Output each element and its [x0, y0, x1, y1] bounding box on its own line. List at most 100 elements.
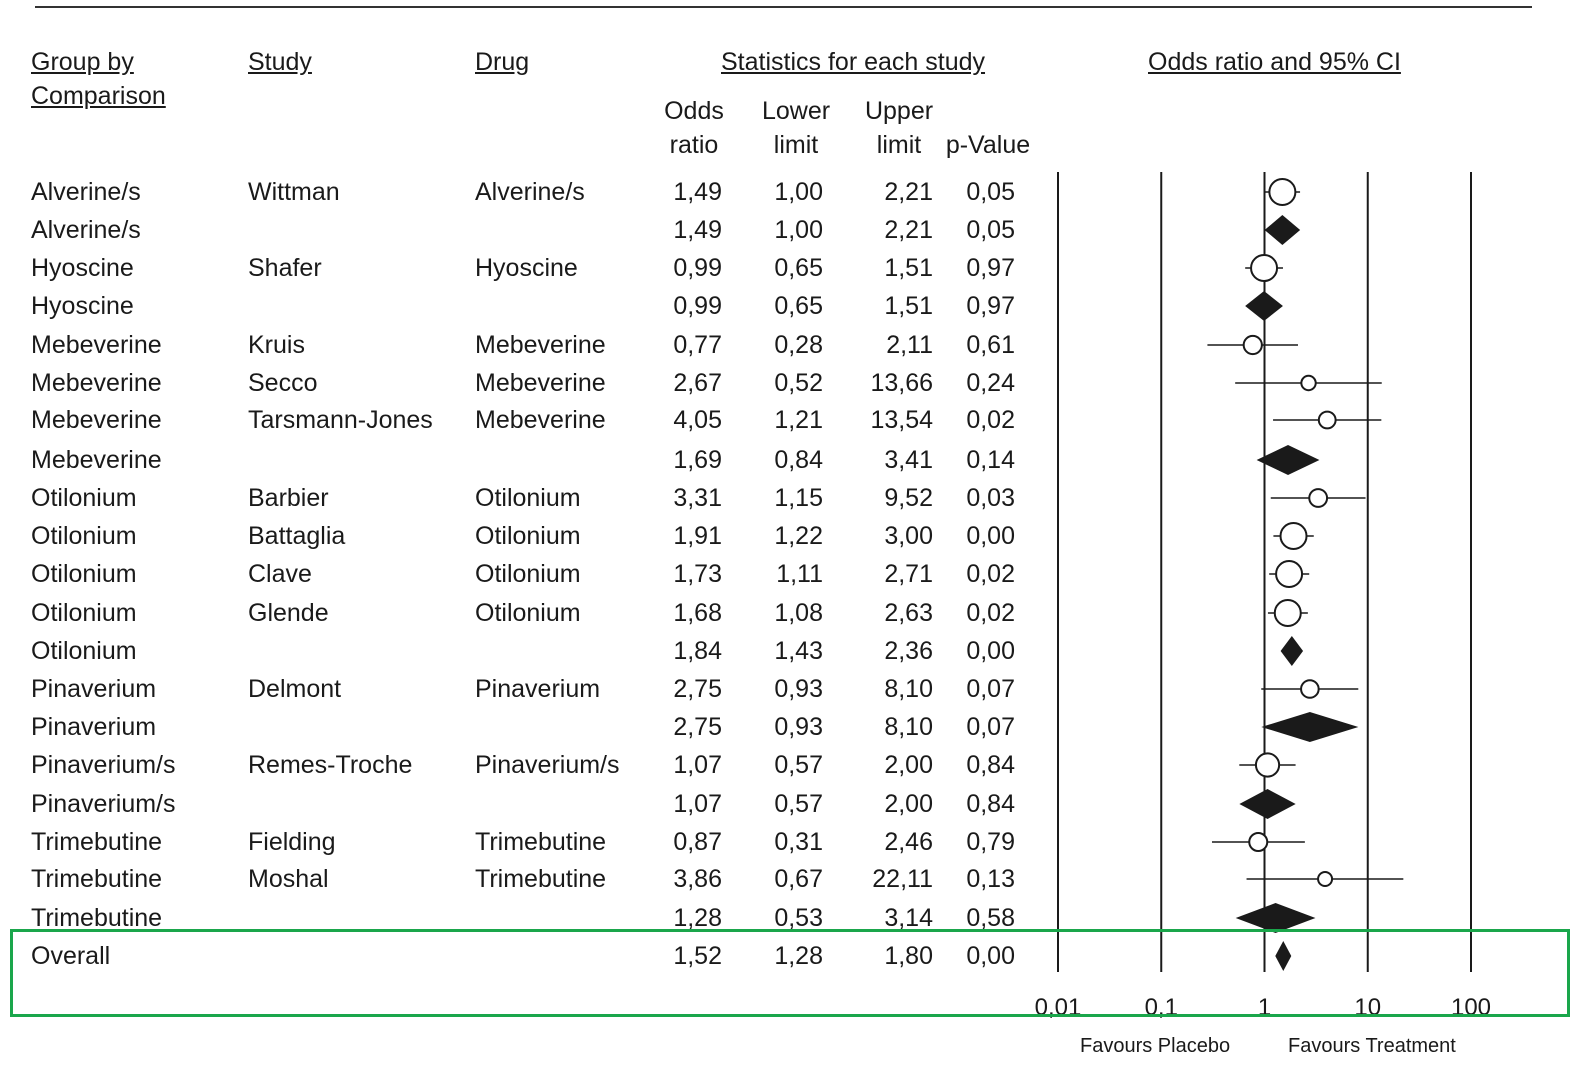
cell-study: Moshal	[248, 865, 329, 893]
cell-upper-limit: 2,00	[884, 790, 933, 818]
cell-lower-limit: 0,52	[774, 369, 823, 397]
cell-group: Otilonium	[31, 637, 137, 665]
cell-p-value: 0,02	[966, 406, 1015, 434]
cell-upper-limit: 2,11	[886, 331, 933, 359]
cell-odds-ratio: 1,49	[673, 216, 722, 244]
table-row: Alverine/s Wittman Alverine/s 1,49 1,00 2,21 0…	[0, 173, 1050, 211]
subheader-upper-limit: Upper limit	[864, 97, 934, 159]
cell-group: Otilonium	[31, 560, 137, 588]
table-row: Mebeverine 1,69 0,84 3,41 0,14	[0, 441, 1050, 479]
cell-odds-ratio: 3,31	[673, 484, 722, 512]
subheader-p-value: p-Value	[945, 131, 1031, 159]
cell-p-value: 0,84	[966, 790, 1015, 818]
cell-p-value: 0,02	[966, 599, 1015, 627]
cell-upper-limit: 2,46	[884, 828, 933, 856]
cell-p-value: 0,97	[966, 254, 1015, 282]
cell-odds-ratio: 1,07	[673, 751, 722, 779]
cell-group: Pinaverium/s	[31, 790, 176, 818]
cell-odds-ratio: 0,99	[673, 292, 722, 320]
cell-upper-limit: 2,71	[884, 560, 933, 588]
table-row: Trimebutine 1,28 0,53 3,14 0,58	[0, 899, 1050, 937]
table-row: Pinaverium/s Remes-Troche Pinaverium/s 1,07…	[0, 746, 1050, 784]
study-marker	[1308, 488, 1329, 508]
header-statistics: Statistics for each study	[721, 48, 986, 76]
cell-lower-limit: 0,65	[774, 254, 823, 282]
cell-p-value: 0,07	[966, 713, 1015, 741]
cell-drug: Pinaverium	[475, 675, 601, 703]
cell-lower-limit: 1,11	[776, 560, 823, 588]
cell-drug: Mebeverine	[475, 369, 606, 397]
study-marker	[1242, 334, 1263, 356]
cell-upper-limit: 13,66	[870, 369, 933, 397]
cell-p-value: 0,61	[966, 331, 1015, 359]
cell-lower-limit: 0,84	[774, 446, 823, 474]
cell-group: Trimebutine	[31, 865, 163, 893]
header-odds-ratio-ci: Odds ratio and 95% CI	[1148, 48, 1401, 76]
cell-lower-limit: 1,22	[774, 522, 823, 550]
study-marker	[1279, 522, 1308, 550]
cell-drug: Trimebutine	[475, 865, 607, 893]
cell-study: Battaglia	[248, 522, 346, 550]
cell-upper-limit: 1,51	[884, 292, 933, 320]
study-marker	[1275, 560, 1304, 588]
cell-odds-ratio: 1,84	[673, 637, 722, 665]
cell-odds-ratio: 0,99	[673, 254, 722, 282]
cell-lower-limit: 0,67	[774, 865, 823, 893]
table-row: Pinaverium/s 1,07 0,57 2,00 0,84	[0, 785, 1050, 823]
cell-group: Trimebutine	[31, 828, 163, 856]
header-group-line-2: Comparison	[31, 82, 166, 110]
top-rule	[35, 6, 1532, 8]
cell-lower-limit: 1,00	[774, 178, 823, 206]
study-marker	[1317, 410, 1337, 430]
cell-lower-limit: 1,08	[774, 599, 823, 627]
table-row: Hyoscine Shafer Hyoscine 0,99 0,65 1,51 0,97	[0, 249, 1050, 287]
summary-diamond	[1235, 903, 1316, 933]
favours-treatment-label: Favours Treatment	[1288, 1035, 1456, 1057]
study-marker	[1254, 752, 1281, 778]
table-row: Otilonium Clave Otilonium 1,73 1,11 2,71 0,02	[0, 555, 1050, 593]
cell-odds-ratio: 3,86	[673, 865, 722, 893]
study-marker	[1250, 254, 1279, 282]
cell-study: Barbier	[248, 484, 329, 512]
cell-p-value: 0,79	[966, 828, 1015, 856]
summary-diamond	[1239, 789, 1296, 819]
cell-group: Trimebutine	[31, 904, 163, 932]
cell-odds-ratio: 2,75	[673, 713, 722, 741]
cell-odds-ratio: 1,69	[673, 446, 722, 474]
table-row: Otilonium Glende Otilonium 1,68 1,08 2,63 0,02	[0, 594, 1050, 632]
cell-p-value: 0,03	[966, 484, 1015, 512]
table-row: Pinaverium 2,75 0,93 8,10 0,07	[0, 708, 1050, 746]
cell-study: Clave	[248, 560, 312, 588]
cell-odds-ratio: 2,75	[673, 675, 722, 703]
cell-lower-limit: 0,31	[774, 828, 823, 856]
cell-upper-limit: 2,36	[884, 637, 933, 665]
table-row: Mebeverine Tarsmann-Jones Mebeverine 4,05 1,…	[0, 401, 1050, 439]
cell-p-value: 0,07	[966, 675, 1015, 703]
cell-drug: Mebeverine	[475, 406, 606, 434]
cell-drug: Otilonium	[475, 560, 581, 588]
table-row: Otilonium 1,84 1,43 2,36 0,00	[0, 632, 1050, 670]
cell-lower-limit: 0,57	[774, 751, 823, 779]
cell-odds-ratio: 0,87	[673, 828, 722, 856]
cell-lower-limit: 0,53	[774, 904, 823, 932]
table-row: Overall 1,52 1,28 1,80 0,00	[0, 937, 1050, 975]
cell-drug: Pinaverium/s	[475, 751, 620, 779]
summary-diamond	[1264, 215, 1301, 245]
cell-lower-limit: 0,28	[774, 331, 823, 359]
summary-diamond	[1261, 712, 1359, 742]
cell-upper-limit: 3,41	[884, 446, 933, 474]
cell-p-value: 0,02	[966, 560, 1015, 588]
cell-odds-ratio: 1,07	[673, 790, 722, 818]
cell-study: Secco	[248, 369, 318, 397]
cell-group: Mebeverine	[31, 406, 162, 434]
cell-study: Fielding	[248, 828, 336, 856]
cell-odds-ratio: 1,28	[673, 904, 722, 932]
cell-upper-limit: 2,63	[884, 599, 933, 627]
subheader-odds-ratio: Odds ratio	[664, 97, 724, 159]
cell-upper-limit: 2,21	[884, 216, 933, 244]
cell-upper-limit: 22,11	[872, 865, 933, 893]
cell-group: Otilonium	[31, 599, 137, 627]
cell-p-value: 0,24	[966, 369, 1015, 397]
cell-lower-limit: 1,28	[774, 942, 823, 970]
